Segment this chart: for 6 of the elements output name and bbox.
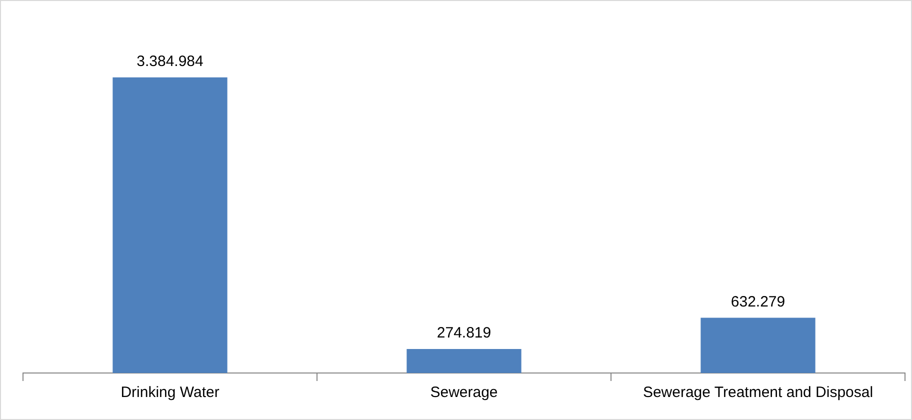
x-tick-label: Sewerage Treatment and Disposal: [642, 384, 874, 402]
data-label: 632.279: [730, 293, 786, 310]
x-tick-label: Drinking Water: [120, 384, 220, 402]
data-label: 3.384.984: [136, 53, 204, 70]
data-label: 274.819: [436, 324, 492, 342]
x-tick-label: Sewerage: [430, 384, 498, 402]
